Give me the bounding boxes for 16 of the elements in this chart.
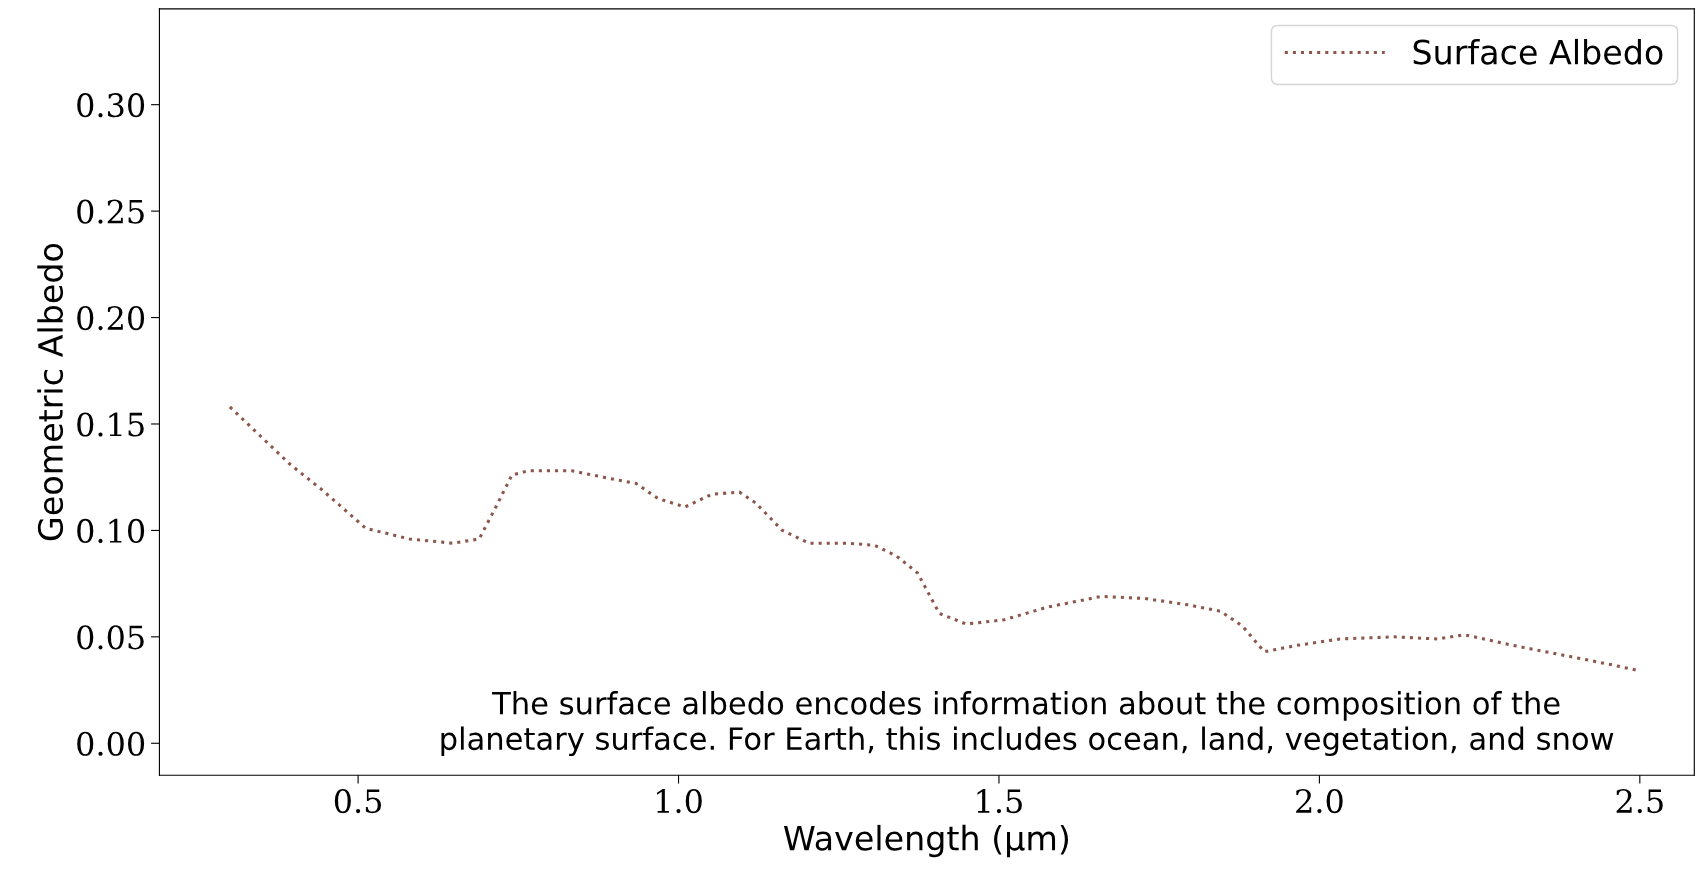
y-tick-label: 0.20 — [77, 305, 145, 331]
x-tick-label: 0.5 — [334, 788, 382, 814]
legend-label: Surface Albedo — [1413, 38, 1663, 65]
y-tick-label: 0.25 — [77, 199, 144, 224]
y-tick-label: 0.15 — [77, 412, 144, 437]
y-axis-title: Geometric Albedo — [37, 243, 64, 541]
y-tick-label: 0.10 — [77, 518, 145, 543]
y-tick-label: 0.05 — [77, 625, 144, 650]
x-tick-label: 2.5 — [1616, 788, 1663, 814]
x-tick-label: 2.0 — [1296, 788, 1343, 814]
y-tick-label: 0.00 — [77, 731, 145, 756]
y-tick-label: 0.30 — [77, 93, 145, 118]
x-tick-label: 1.5 — [977, 788, 1022, 814]
x-axis-title: Wavelength (µm) — [783, 824, 1069, 858]
x-tick-label: 1.0 — [657, 788, 702, 814]
annotation: The surface albedo encodes information about the composition of the planetary surface. For Earth, this includes ocean, land, vegetation, and snow — [441, 691, 1614, 757]
